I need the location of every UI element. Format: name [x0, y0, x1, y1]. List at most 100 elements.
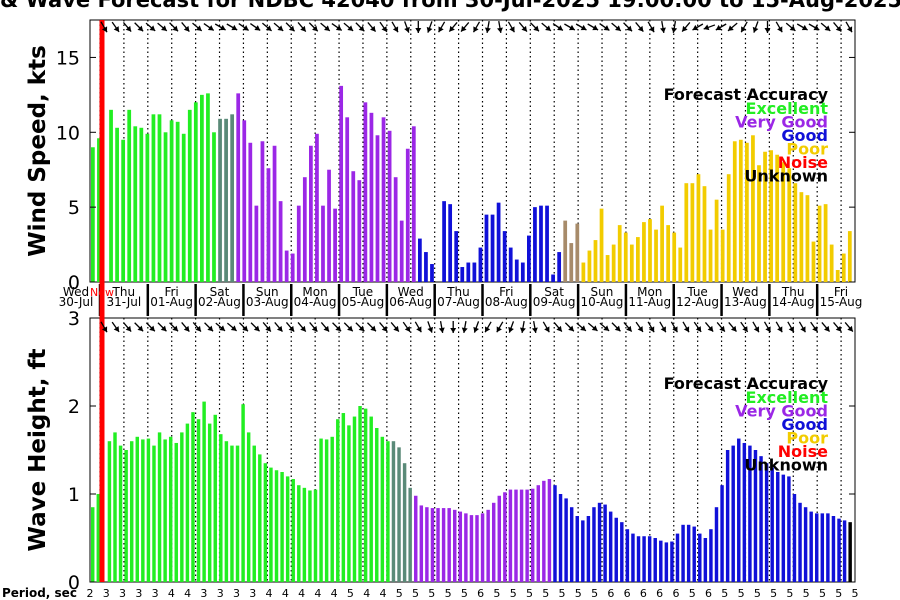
data-bar — [458, 511, 463, 582]
direction-arrow — [309, 321, 318, 333]
data-bar — [375, 135, 380, 282]
data-bar — [96, 494, 101, 582]
data-bar — [224, 118, 228, 282]
direction-arrow — [623, 22, 633, 32]
data-bar — [751, 135, 755, 282]
data-bar — [547, 479, 552, 582]
direction-arrow — [727, 22, 738, 32]
day-date-label: 15-Aug — [820, 295, 863, 309]
data-bar — [611, 244, 616, 282]
data-bar — [324, 439, 329, 582]
data-bar — [496, 202, 501, 282]
period-value: 5 — [591, 587, 598, 600]
data-bar — [109, 109, 113, 282]
data-bar — [447, 508, 451, 582]
data-bar — [781, 162, 786, 282]
y-tick-label: 10 — [56, 122, 80, 144]
arrow-head — [231, 24, 238, 31]
data-bar — [175, 121, 180, 282]
day-date-label: 30-Jul — [59, 295, 94, 309]
data-bar — [129, 441, 134, 582]
data-bar — [617, 225, 622, 282]
day-date-label: 11-Aug — [628, 295, 671, 309]
arrow-head — [533, 25, 539, 32]
period-axis-label: Period, sec — [2, 586, 77, 600]
direction-arrow — [542, 321, 550, 333]
data-bar — [235, 445, 240, 582]
direction-arrow — [169, 22, 179, 32]
arrow-head — [404, 326, 411, 332]
arrow-head — [207, 25, 214, 31]
arrow-head — [137, 325, 144, 332]
data-bar — [575, 516, 579, 582]
data-bar — [748, 445, 752, 582]
day-name-label: Fri — [499, 285, 513, 299]
period-value: 5 — [721, 587, 728, 600]
direction-arrow — [599, 23, 610, 31]
arrow-head — [370, 325, 376, 332]
data-bar — [380, 436, 385, 582]
data-bar — [592, 507, 596, 582]
data-bar — [817, 205, 822, 282]
arrow-head — [288, 25, 295, 32]
data-bar — [503, 492, 507, 582]
data-bar — [464, 513, 468, 582]
data-bar — [230, 445, 234, 582]
legend-item: Noise — [778, 153, 828, 172]
period-value: 5 — [347, 587, 354, 600]
data-bar — [441, 508, 446, 582]
day-name-label: Tue — [352, 285, 374, 299]
day-name-label: Tue — [686, 285, 708, 299]
direction-arrow — [820, 22, 831, 32]
arrow-head — [323, 325, 330, 332]
data-bar — [97, 138, 101, 282]
data-bar — [118, 445, 123, 582]
data-bar — [145, 133, 150, 282]
period-value: 3 — [233, 587, 240, 600]
arrow-head — [160, 325, 167, 332]
arrow-head — [847, 325, 853, 332]
direction-arrow — [448, 21, 458, 33]
data-bar — [191, 412, 195, 582]
data-bar — [599, 208, 604, 282]
legend-item: Good — [781, 126, 828, 145]
arrow-head — [568, 325, 574, 332]
data-bar — [605, 255, 610, 282]
data-bar — [757, 165, 761, 282]
data-bar — [387, 130, 392, 282]
direction-arrow — [215, 322, 226, 332]
arrow-head — [473, 326, 479, 333]
direction-arrow — [810, 321, 819, 333]
period-value: 6 — [607, 587, 614, 600]
data-bar — [187, 109, 192, 282]
data-bar — [569, 243, 574, 282]
arrow-head — [719, 325, 725, 332]
data-bar — [107, 441, 112, 582]
data-bar — [678, 247, 683, 282]
arrow-head — [753, 326, 759, 333]
arrow-head — [347, 25, 354, 31]
data-bar — [569, 507, 574, 582]
direction-arrow — [331, 23, 343, 31]
data-bar — [174, 442, 178, 582]
day-date-label: 01-Aug — [150, 295, 193, 309]
data-bar — [381, 117, 386, 282]
arrow-head — [695, 326, 702, 332]
arrow-head — [777, 26, 783, 33]
period-value: 5 — [852, 587, 859, 600]
arrow-head — [242, 325, 248, 332]
data-bar — [820, 513, 825, 582]
direction-arrow — [844, 321, 854, 333]
y-tick-label: 1 — [68, 484, 80, 506]
day-date-label: 03-Aug — [246, 295, 289, 309]
arrow-head — [637, 326, 643, 332]
data-bar — [631, 533, 635, 582]
arrow-head — [497, 27, 503, 33]
data-bar — [263, 463, 268, 582]
data-bar — [358, 406, 362, 582]
legend-title: Forecast Accuracy — [664, 85, 829, 104]
data-bar — [781, 474, 786, 582]
direction-arrow — [635, 321, 644, 333]
direction-arrow — [775, 21, 783, 33]
direction-arrow — [681, 21, 691, 33]
